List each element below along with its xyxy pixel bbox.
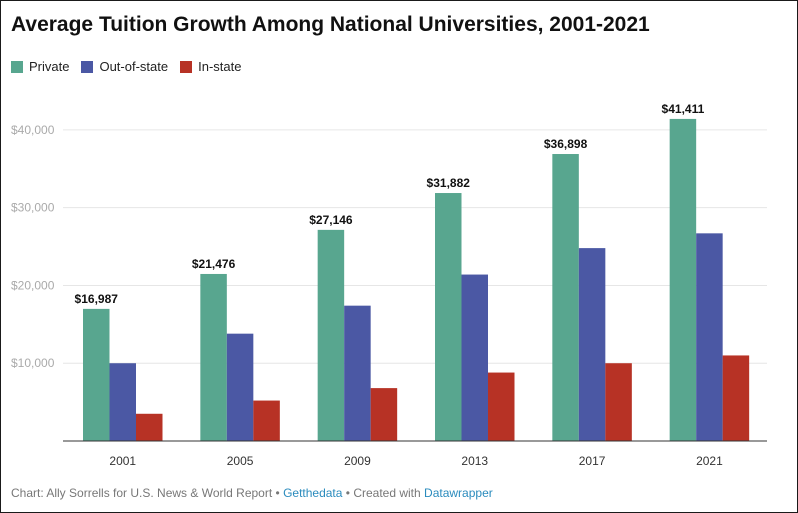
y-tick-label: $40,000 [11,123,55,137]
x-tick-label: 2013 [461,454,488,468]
data-label: $16,987 [75,292,119,306]
bar-in-state-2001 [136,413,163,441]
bar-private-2001 [83,308,110,441]
source-link[interactable]: Getthedata [283,486,343,500]
bar-out-of-state-2009 [344,305,371,441]
data-label: $36,898 [544,137,588,151]
legend-label-out-of-state: Out-of-state [99,59,169,74]
chart-footer: Chart: Ally Sorrells for U.S. News & Wor… [11,486,493,500]
bar-private-2021 [669,118,697,442]
bar-in-state-2021 [722,355,750,441]
bar-out-of-state-2021 [696,233,723,441]
bar-private-2017 [552,154,579,441]
bar-out-of-state-2013 [461,274,488,441]
x-tick-label: 2009 [344,454,371,468]
y-tick-label: $10,000 [11,356,55,370]
y-tick-label: $30,000 [11,201,55,215]
bar-in-state-2013 [488,372,515,441]
bar-private-2013 [435,193,462,441]
legend-label-private: Private [29,59,70,74]
data-label: $21,476 [192,257,236,271]
footer-separator: • [272,486,284,500]
legend-item-out-of-state: Out-of-state [81,59,168,74]
legend-swatch-out-of-state [81,60,94,73]
footer-credit: Chart: Ally Sorrells for U.S. News & Wor… [11,486,273,500]
bar-chart: $10,000 $20,000 $30,000 $40,000 2001 2005 2009… [11,100,767,468]
legend-item-in-state: In-state [180,59,241,74]
data-label: $41,411 [662,102,705,116]
x-tick-label: 2001 [109,454,136,468]
bar-private-2005 [200,273,227,441]
y-tick-label: $20,000 [11,278,55,292]
x-tick-label: 2017 [579,454,606,468]
footer-created-with: • Created with [342,486,425,500]
bar-in-state-2009 [370,388,398,441]
data-label: $31,882 [427,176,471,190]
bar-in-state-2005 [253,400,280,441]
x-tick-label: 2005 [227,454,254,468]
legend-item-private: Private [11,59,69,74]
chart-title: Average Tuition Growth Among National Un… [11,13,650,36]
legend-label-in-state: In-state [198,59,242,74]
x-tick-label: 2021 [696,454,723,468]
data-label: $27,146 [309,213,353,227]
legend-swatch-in-state [180,60,193,73]
bar-out-of-state-2001 [109,363,136,441]
legend: Private Out-of-state In-state [11,59,241,74]
bar-out-of-state-2017 [578,248,606,441]
legend-swatch-private [11,60,23,73]
bar-private-2009 [317,229,345,441]
bar-out-of-state-2005 [226,333,254,441]
datawrapper-link[interactable]: Datawrapper [424,486,493,500]
bar-in-state-2017 [605,363,632,441]
